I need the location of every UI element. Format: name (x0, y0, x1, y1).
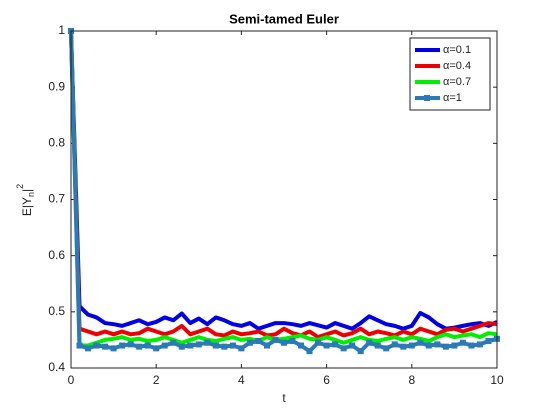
series-marker (485, 338, 492, 345)
series-marker (366, 339, 373, 346)
series-marker (170, 339, 177, 346)
series-marker (298, 342, 305, 349)
series-marker (255, 338, 262, 345)
series-marker (110, 345, 117, 352)
y-tick-label: 1 (58, 23, 65, 37)
series-marker (178, 343, 185, 350)
series-marker (459, 339, 466, 346)
series-marker (468, 342, 475, 349)
series-marker (374, 342, 381, 349)
series-marker (195, 341, 202, 348)
series-marker (451, 342, 458, 349)
series-marker (306, 348, 313, 355)
series-marker (238, 345, 245, 352)
series-line (69, 30, 498, 331)
legend-label: α=1 (443, 92, 462, 104)
series-marker (102, 343, 109, 350)
series-marker (391, 341, 398, 348)
series-marker (161, 342, 168, 349)
legend-label: α=0.7 (443, 76, 471, 88)
series-marker (119, 342, 126, 349)
y-label-sup: 2 (15, 184, 25, 189)
x-tick-label: 0 (68, 373, 75, 387)
y-label-base: E|Y (20, 197, 34, 216)
series-marker (204, 339, 211, 346)
series-line (69, 30, 498, 348)
x-axis-label: t (282, 391, 286, 405)
y-tick-label: 0.4 (48, 360, 65, 374)
y-tick-label: 0.6 (48, 248, 65, 262)
series-marker (127, 341, 134, 348)
series-marker (400, 343, 407, 350)
series-marker (434, 341, 441, 348)
y-tick-label: 0.5 (48, 304, 65, 318)
series-marker (442, 343, 449, 350)
series-marker (272, 336, 279, 343)
legend-label: α=0.1 (443, 44, 471, 56)
series-marker (408, 342, 415, 349)
x-tick-label: 6 (323, 373, 330, 387)
legend-label: α=0.4 (443, 60, 471, 72)
x-tick-label: 10 (490, 373, 504, 387)
series-marker (315, 339, 322, 346)
series-marker (281, 339, 287, 346)
series-marker (221, 343, 228, 350)
series-marker (383, 345, 390, 352)
x-tick-label: 8 (408, 373, 415, 387)
series-marker (212, 342, 219, 349)
series-marker (263, 342, 270, 349)
series-marker (93, 342, 100, 349)
y-tick-label: 0.8 (48, 136, 65, 150)
series-marker (136, 343, 143, 350)
series-marker (476, 341, 483, 348)
series-marker (85, 345, 92, 352)
y-label-close: | (20, 189, 34, 192)
series-marker (246, 339, 253, 346)
axes-box (70, 30, 498, 369)
y-label-sub: n (26, 192, 36, 197)
series-marker (357, 348, 364, 355)
series-marker (323, 342, 330, 349)
series-marker (417, 339, 424, 346)
series-marker (144, 342, 151, 349)
y-axis-label: E|Yn|2 (15, 184, 36, 216)
y-tick-label: 0.9 (48, 79, 65, 93)
series-marker (349, 342, 356, 349)
series-marker (76, 342, 83, 349)
series-marker (425, 342, 432, 349)
series-marker (340, 345, 347, 352)
series-marker (289, 338, 296, 345)
x-tick-label: 4 (238, 373, 245, 387)
chart-title: Semi-tamed Euler (229, 11, 339, 26)
series-marker (187, 342, 194, 349)
series-marker (229, 342, 236, 349)
series-marker (153, 345, 160, 352)
legend-marker (424, 95, 430, 101)
series-line (69, 30, 498, 340)
series-marker (332, 341, 339, 348)
x-tick-label: 2 (153, 373, 160, 387)
y-tick-label: 0.7 (48, 192, 65, 206)
